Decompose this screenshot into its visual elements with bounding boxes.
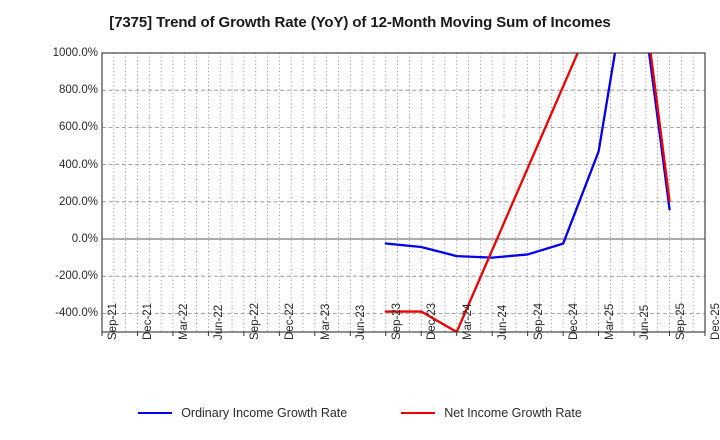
- x-tick-label: Sep-22: [248, 302, 261, 340]
- x-tick-label: Mar-24: [461, 303, 474, 340]
- x-tick-label: Jun-24: [497, 304, 510, 340]
- y-tick-label: 600.0%: [58, 121, 98, 134]
- y-tick-label: 1000.0%: [52, 47, 98, 59]
- y-tick-label: -200.0%: [55, 270, 98, 283]
- x-tick-label: Dec-22: [284, 302, 297, 340]
- legend-entry-1[interactable]: Net Income Growth Rate: [401, 406, 582, 420]
- x-tick-label: Dec-25: [710, 302, 720, 340]
- x-tick-label: Sep-21: [107, 302, 119, 340]
- legend-line-swatch: [138, 412, 173, 414]
- plot-frame: [101, 52, 706, 333]
- chart-title: [7375] Trend of Growth Rate (YoY) of 12-…: [109, 14, 611, 31]
- x-tick-label: Jun-23: [355, 304, 368, 340]
- series-line-1: [384, 53, 671, 332]
- y-tick-label: 800.0%: [58, 84, 98, 97]
- x-tick-label: Jun-22: [213, 304, 226, 340]
- x-tick-marks: [101, 332, 706, 336]
- x-tick-label: Mar-22: [177, 303, 190, 340]
- x-tick-label: Mar-23: [319, 303, 332, 340]
- series-group: [384, 53, 671, 332]
- x-tick-label: Dec-23: [426, 302, 439, 340]
- chart-legend: Ordinary Income Growth Rate Net Income Gr…: [0, 406, 720, 420]
- legend-entry-0[interactable]: Ordinary Income Growth Rate: [138, 406, 347, 420]
- y-tick-label: 0.0%: [71, 233, 98, 245]
- legend-label: Net Income Growth Rate: [444, 406, 582, 420]
- x-tick-label: Sep-23: [390, 302, 403, 340]
- series-line-0: [384, 53, 671, 259]
- y-axis-tick-labels: 1000.0% 800.0% 600.0% 400.0% 200.0% 0.0% -200.…: [0, 0, 98, 440]
- x-tick-label: Mar-25: [603, 303, 616, 340]
- x-tick-label: Dec-21: [142, 302, 155, 340]
- x-tick-label: Sep-24: [532, 302, 545, 340]
- y-tick-label: 200.0%: [58, 195, 98, 208]
- legend-line-swatch: [401, 412, 436, 414]
- x-tick-label: Sep-25: [674, 302, 687, 340]
- y-tick-label: 400.0%: [58, 158, 98, 171]
- x-tick-label: Dec-24: [568, 302, 581, 340]
- x-tick-label: Jun-25: [639, 304, 652, 340]
- legend-label: Ordinary Income Growth Rate: [181, 406, 348, 420]
- y-tick-label: -400.0%: [55, 307, 98, 320]
